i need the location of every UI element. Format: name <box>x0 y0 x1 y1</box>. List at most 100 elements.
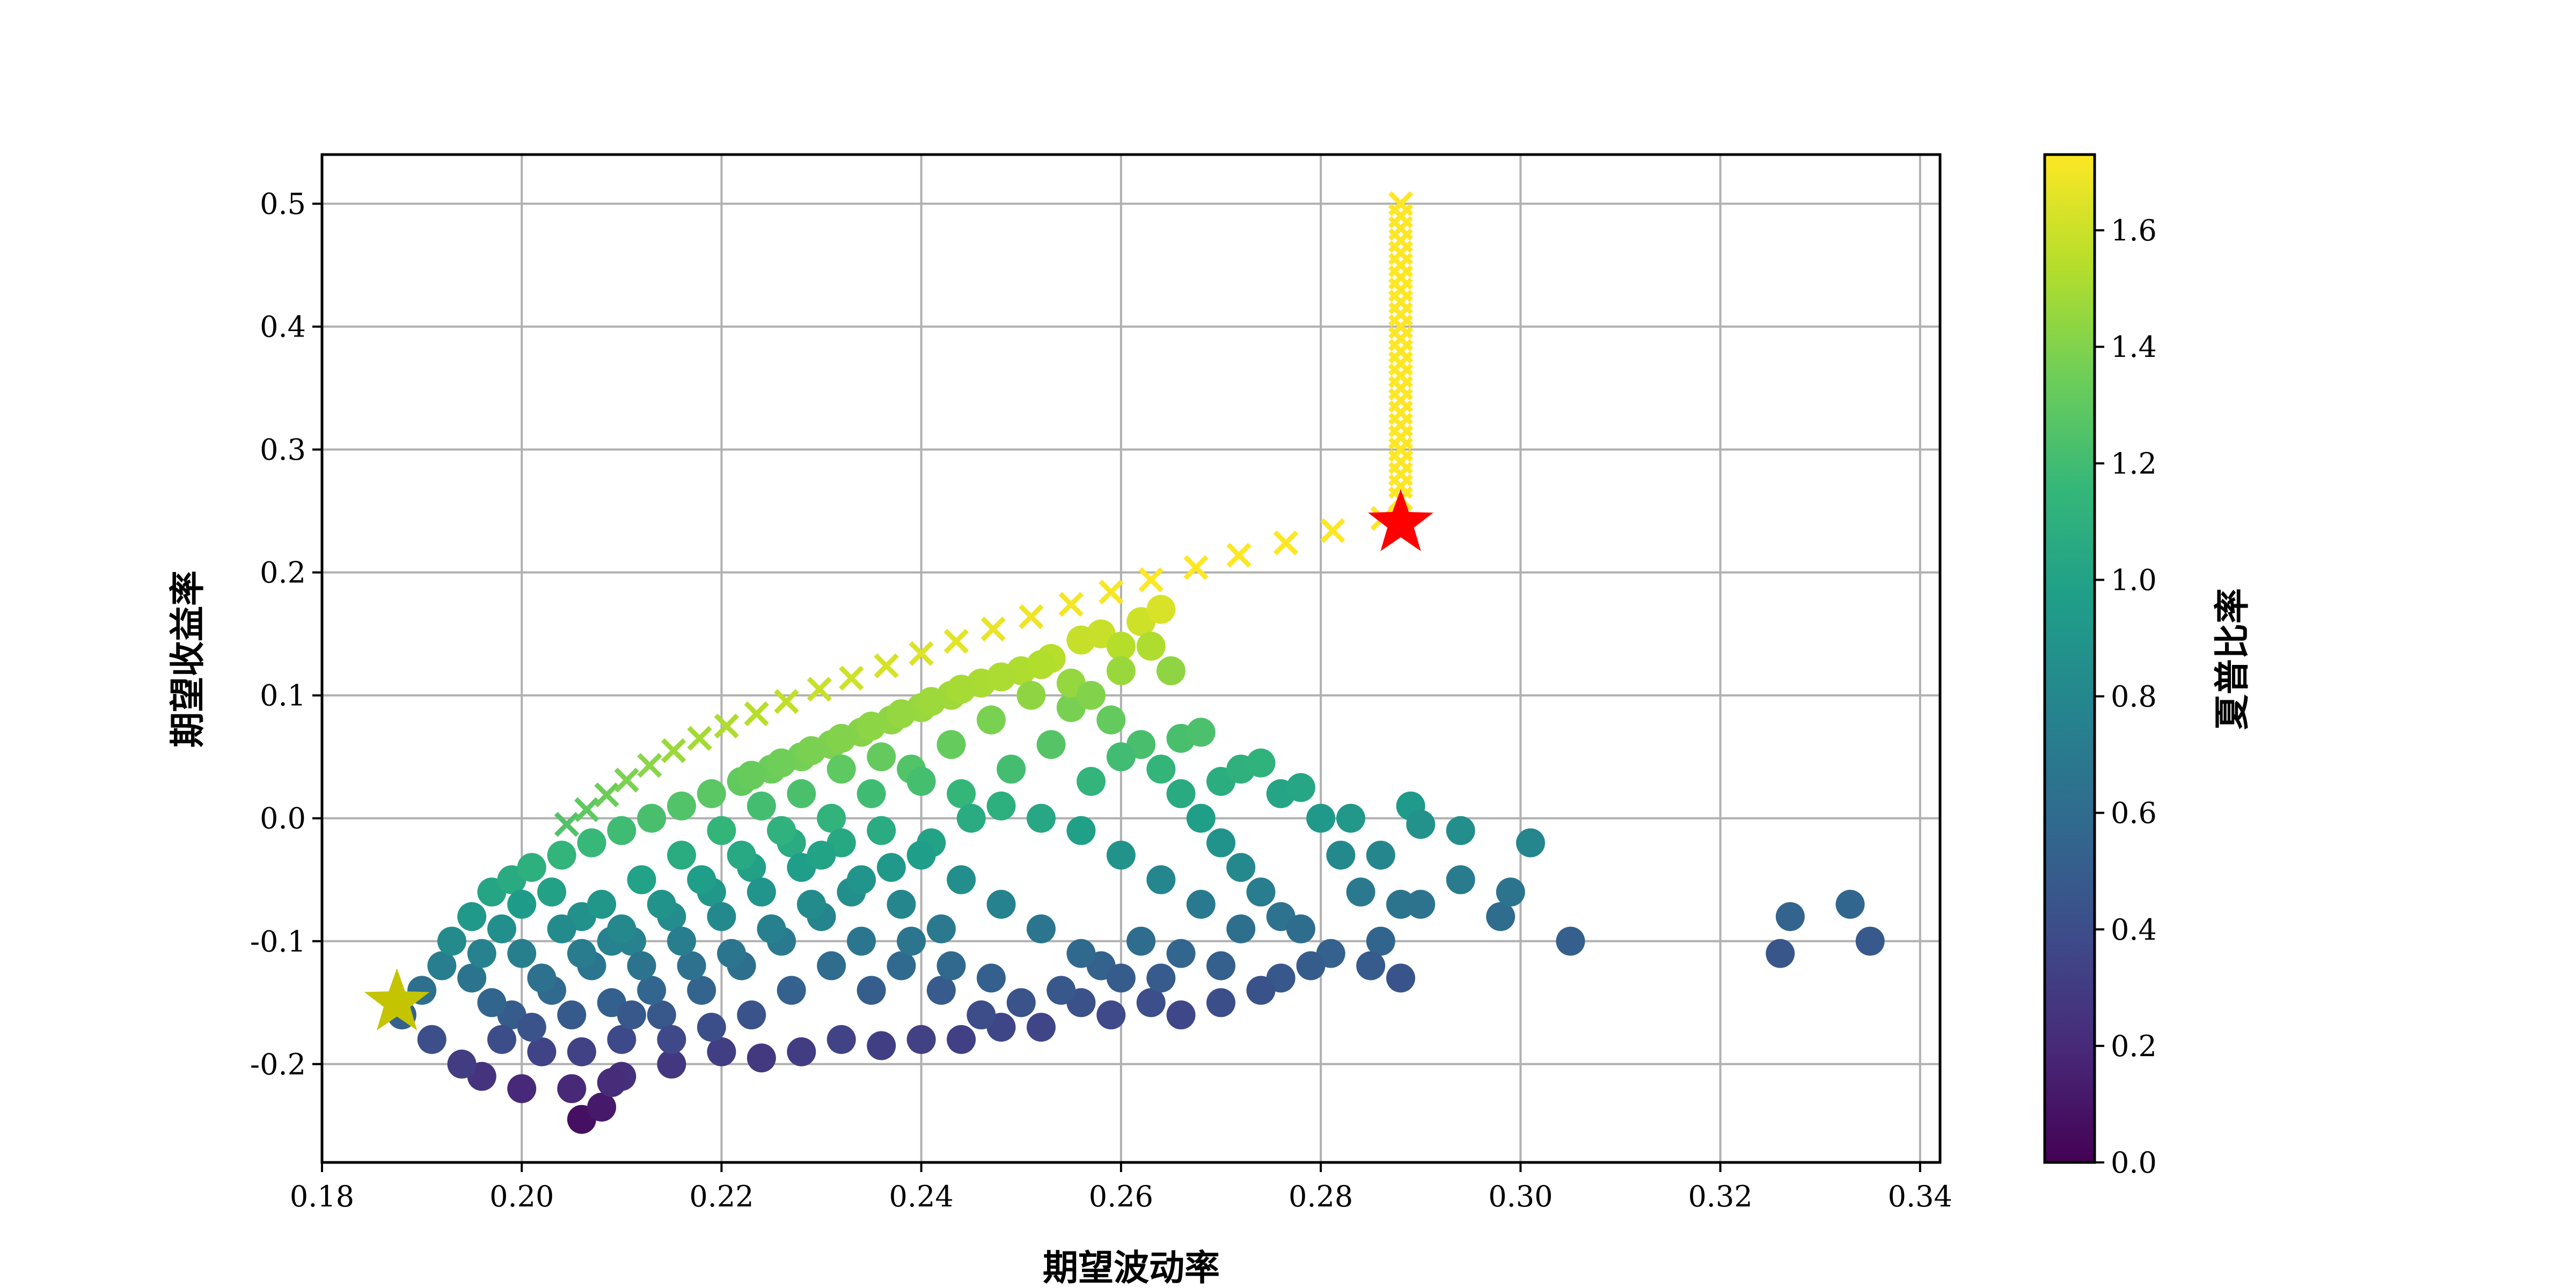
scatter-point <box>747 1043 776 1073</box>
scatter-point <box>1226 853 1256 882</box>
frontier-point <box>1019 604 1044 630</box>
colorbar-ticks: 0.0 0.2 0.4 0.6 0.8 1.0 1.2 1.4 1.6 <box>2095 214 2157 1180</box>
scatter-point <box>936 730 966 759</box>
frontier-point <box>1099 580 1124 605</box>
scatter-point <box>1166 1000 1196 1030</box>
scatter-point <box>417 1024 447 1054</box>
scatter-point <box>657 1049 686 1079</box>
scatter-point <box>517 1013 546 1042</box>
scatter-point <box>737 760 766 790</box>
scatter-point <box>1106 742 1136 772</box>
y-axis-label: 期望收益率 <box>166 570 208 748</box>
colorbar-tick-label: 1.4 <box>2111 330 2157 364</box>
scatter-point <box>826 1024 856 1054</box>
frontier-point <box>1058 592 1084 617</box>
colorbar-gradient <box>2045 155 2095 1162</box>
scatter-point <box>787 779 816 808</box>
scatter-point <box>587 1092 617 1122</box>
scatter-point <box>847 926 876 956</box>
scatter-point <box>687 865 716 895</box>
frontier-point <box>1388 191 1414 216</box>
scatter-point <box>627 951 656 980</box>
scatter-point <box>1126 926 1156 956</box>
y-tick-label: 0.1 <box>260 679 306 713</box>
scatter-point <box>1066 939 1096 968</box>
scatter-point <box>537 877 567 907</box>
scatter-point <box>747 877 776 907</box>
scatter-point <box>527 1037 557 1066</box>
scatter-point <box>647 890 676 919</box>
scatter-point <box>817 803 846 833</box>
scatter-point <box>517 853 546 882</box>
scatter-point <box>857 711 886 741</box>
scatter-point <box>487 1024 516 1054</box>
scatter-point <box>557 1000 587 1030</box>
frontier-point <box>909 641 934 667</box>
scatter-point <box>926 976 956 1005</box>
y-tick-label: 0.2 <box>260 556 306 590</box>
scatter-point <box>1186 803 1216 833</box>
scatter-point <box>1166 939 1196 968</box>
scatter-point <box>547 914 576 943</box>
scatter-point <box>936 951 966 980</box>
scatter-point <box>457 963 487 993</box>
scatter-point <box>986 791 1016 821</box>
scatter-point <box>607 1024 636 1054</box>
scatter-point <box>1077 767 1106 796</box>
frontier-point <box>980 616 1006 642</box>
frontier-point <box>1183 555 1209 580</box>
scatter-point <box>1146 755 1176 784</box>
scatter-point <box>637 976 667 1005</box>
scatter-point <box>997 755 1026 784</box>
scatter-point <box>707 1037 736 1066</box>
scatter-point <box>796 736 826 765</box>
scatter-point <box>1386 890 1415 919</box>
scatter-point <box>567 939 596 968</box>
scatter-point <box>1027 650 1056 679</box>
scatter-point <box>1775 902 1805 931</box>
frontier-point <box>839 665 864 691</box>
scatter-point <box>1246 976 1276 1005</box>
x-tick-label: 0.30 <box>1488 1180 1553 1213</box>
scatter-point <box>876 853 906 882</box>
frontier-point <box>661 738 686 763</box>
x-axis-ticks: 0.18 0.20 0.22 0.24 0.26 0.28 0.30 0.32 0.34 <box>290 1162 1952 1213</box>
scatter-point <box>1206 828 1235 858</box>
scatter-point <box>1246 748 1276 778</box>
scatter-point <box>847 865 876 895</box>
scatter-point <box>1146 963 1176 993</box>
scatter-point <box>597 1068 626 1097</box>
scatter-point <box>867 1031 896 1060</box>
colorbar-tick-label: 1.2 <box>2111 447 2157 480</box>
scatter-point <box>986 890 1016 919</box>
highlight-star <box>1368 489 1433 551</box>
colorbar-tick-label: 0.2 <box>2111 1029 2157 1063</box>
scatter-point <box>1246 877 1276 907</box>
frontier-point <box>1138 567 1163 592</box>
scatter-point <box>857 779 886 808</box>
scatter-point <box>1855 926 1885 956</box>
scatter-point <box>507 1074 537 1103</box>
y-tick-label: 0.0 <box>260 802 306 836</box>
scatter-point <box>1006 988 1036 1018</box>
colorbar-tick-label: 0.8 <box>2111 680 2157 714</box>
scatter-point <box>807 840 836 870</box>
scatter-point <box>1186 718 1216 747</box>
scatter-point <box>747 791 776 821</box>
scatter-point <box>1496 877 1525 907</box>
scatter-point <box>906 767 936 796</box>
scatter-point <box>557 1074 587 1103</box>
scatter-point <box>787 1037 816 1066</box>
scatter-point <box>617 1000 646 1030</box>
x-tick-label: 0.24 <box>889 1180 954 1213</box>
scatter-point <box>1556 926 1585 956</box>
y-tick-label: 0.4 <box>260 310 306 344</box>
scatter-point <box>1186 890 1216 919</box>
scatter-point <box>947 865 976 895</box>
scatter-point <box>1146 865 1176 895</box>
scatter-point <box>897 926 926 956</box>
scatter-point <box>1766 939 1795 968</box>
scatter-point <box>976 963 1006 993</box>
scatter-point <box>477 988 507 1018</box>
